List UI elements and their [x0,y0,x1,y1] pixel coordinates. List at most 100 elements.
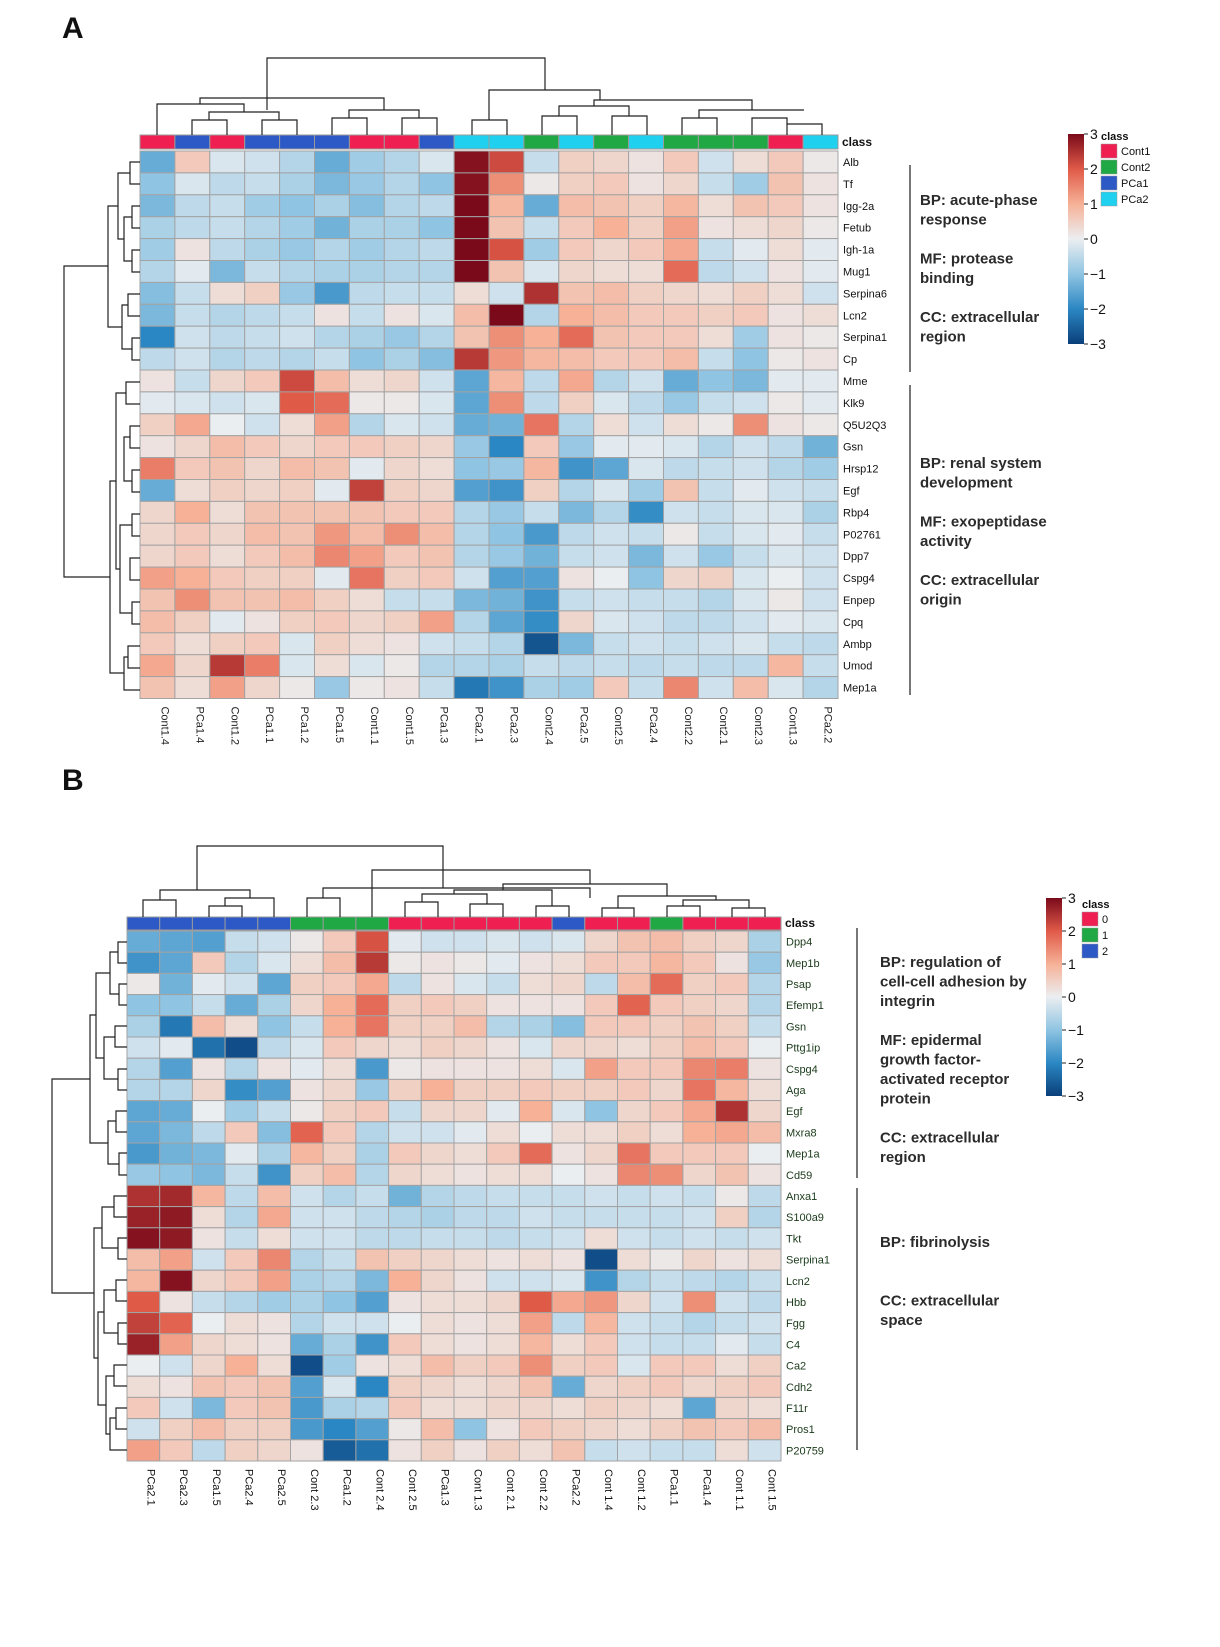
heatmap-cell [453,435,490,459]
heatmap-cell [420,1121,455,1144]
class-bar-cell [191,916,226,931]
heatmap-cell [551,1078,586,1102]
heatmap-cell [126,1036,161,1059]
heatmap-cell [663,347,699,371]
heatmap-cell [418,369,455,393]
heatmap-cell [593,391,630,415]
heatmap-cell [279,281,316,305]
heatmap-cell [663,588,699,612]
heatmap-cell [383,150,420,174]
heatmap-cell [649,1248,684,1271]
heatmap-cell [126,1057,161,1080]
legend-swatch [1081,911,1099,927]
class-bar-cell [767,134,804,150]
heatmap-cell [584,994,618,1017]
heatmap-cell [209,281,246,305]
heatmap-cell [628,413,664,437]
heatmap-cell [682,1396,717,1420]
heatmap-cell [488,632,525,656]
heatmap-cell [558,413,595,437]
heatmap-cell [290,1206,324,1229]
row-label: Umod [843,661,872,673]
heatmap-cell [174,457,211,481]
class-bar-cell [649,916,684,931]
heatmap-cell [732,281,769,305]
heatmap-cell [551,1269,586,1292]
heatmap-cell [139,522,176,546]
heatmap-cell [551,1142,586,1165]
heatmap-cell [191,930,226,953]
column-dendrogram [322,887,591,898]
heatmap-cell [593,457,630,481]
heatmap-cell [159,1333,193,1356]
heatmap-cell [279,610,316,634]
heatmap-cell [715,930,749,953]
heatmap-cell [322,1248,357,1271]
heatmap-cell [348,172,385,196]
heatmap-cell [663,610,699,634]
heatmap-cell [191,1418,226,1441]
heatmap-cell [174,413,211,437]
heatmap-cell [584,972,618,996]
heatmap-cell [767,413,804,437]
heatmap-cell [523,303,560,327]
heatmap-cell [348,216,385,240]
heatmap-cell [551,1418,586,1441]
row-label: Rbp4 [843,507,869,519]
heatmap-cell [191,1015,226,1038]
heatmap-cell [279,588,316,612]
heatmap-cell [159,930,193,953]
heatmap-cell [617,1036,651,1059]
heatmap-cell [126,1354,161,1377]
heatmap-cell [290,1396,324,1420]
heatmap-cell [523,479,560,502]
heatmap-cell [348,260,385,283]
heatmap-cell [715,1375,749,1398]
heatmap-cell [420,1354,455,1377]
heatmap-cell [715,1396,749,1420]
heatmap-cell [314,325,350,349]
heatmap-cell [279,654,316,678]
heatmap-cell [290,1354,324,1377]
heatmap-cell [279,544,316,568]
heatmap-cell [593,150,630,174]
heatmap-cell [159,1121,193,1144]
heatmap-cell [682,1184,717,1208]
class-bar-label: class [785,916,815,930]
annotation-text: development [920,475,1013,492]
column-dendrogram [611,115,648,135]
heatmap-cell [732,172,769,196]
heatmap-cell [732,260,769,283]
heatmap-cell [649,930,684,953]
heatmap-cell [715,1163,749,1186]
heatmap-cell [747,951,782,974]
column-dendrogram [142,899,177,917]
heatmap-cell [486,1184,520,1208]
heatmap-cell [314,260,350,283]
heatmap-cell [715,1312,749,1335]
heatmap-cell [767,610,804,634]
heatmap-cell [257,1227,291,1250]
class-bar-cell [290,916,324,931]
heatmap-cell [558,325,595,349]
column-label: Cont 1.1 [733,1469,745,1511]
annotation-text: cell-cell adhesion by [880,974,1027,991]
heatmap-cell [558,457,595,481]
heatmap-cell [388,1354,422,1377]
row-label: Igg-2a [843,201,875,213]
heatmap-cell [244,391,281,415]
heatmap-cell [523,260,560,283]
heatmap-cell [682,1418,717,1441]
annotation-text: CC: extracellular [880,1130,999,1147]
heatmap-cell [486,1439,520,1462]
heatmap-cell [322,1375,357,1398]
heatmap-cell [314,610,350,634]
heatmap-cell [523,500,560,524]
heatmap-cell [663,325,699,349]
heatmap-cell [486,972,520,996]
class-bar-cell [663,134,699,150]
row-label: Tkt [786,1233,801,1245]
heatmap-cell [383,500,420,524]
row-label: Serpina1 [843,332,887,344]
row-dendrogram [117,1068,127,1091]
